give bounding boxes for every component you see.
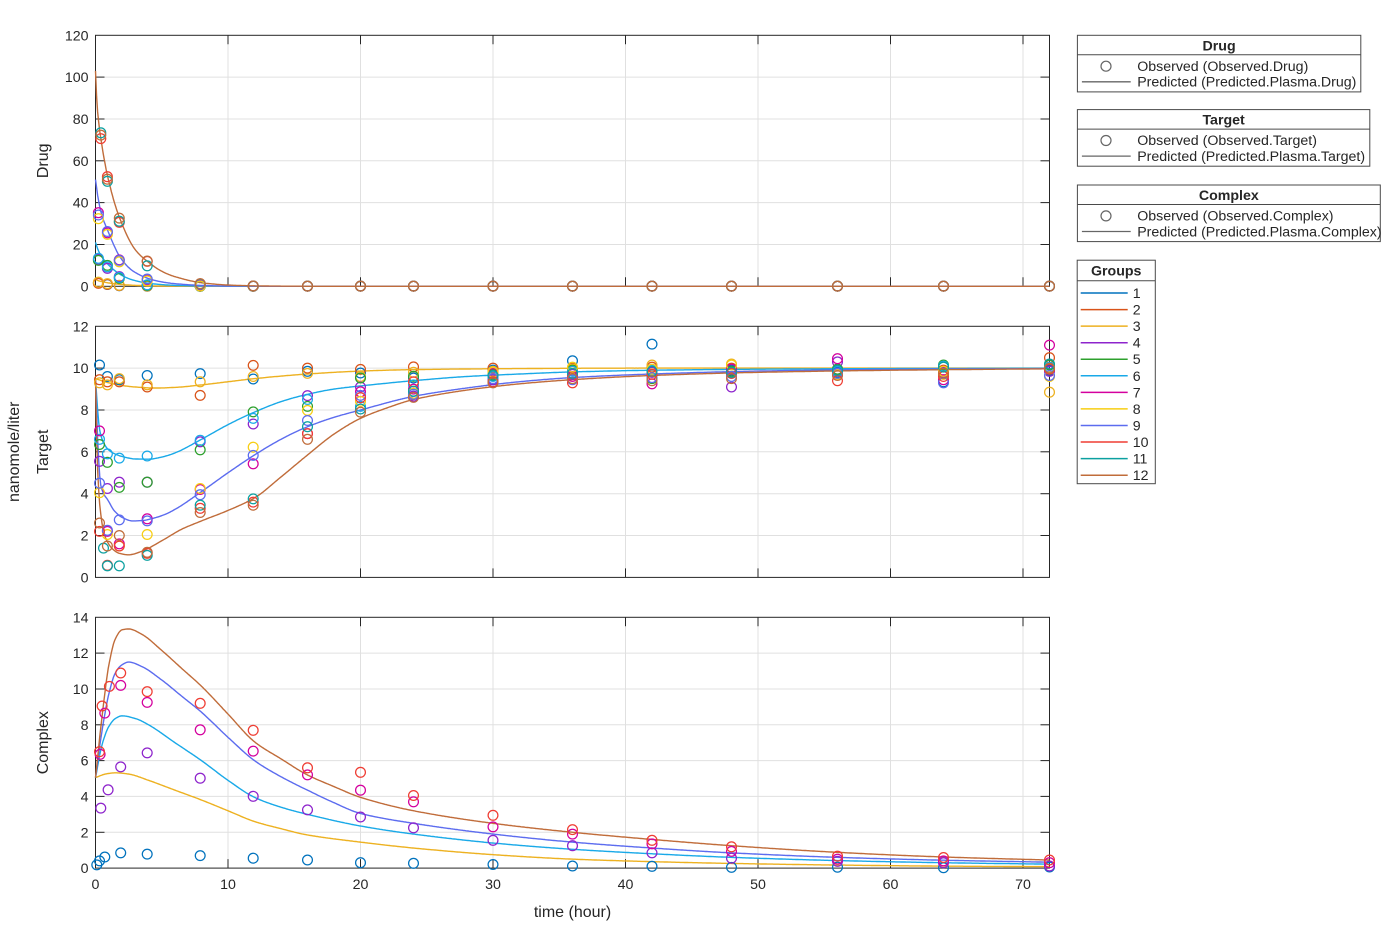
svg-text:5: 5	[1133, 352, 1141, 368]
svg-text:Predicted (Predicted.Plasma.Ta: Predicted (Predicted.Plasma.Target)	[1137, 149, 1365, 165]
svg-text:11: 11	[1133, 452, 1148, 468]
svg-text:10: 10	[220, 877, 236, 893]
svg-text:Observed (Observed.Drug): Observed (Observed.Drug)	[1137, 59, 1308, 75]
svg-text:Drug: Drug	[1203, 38, 1236, 54]
svg-text:0: 0	[81, 570, 89, 586]
svg-text:0: 0	[81, 279, 89, 295]
svg-text:1: 1	[1133, 286, 1141, 302]
svg-text:3: 3	[1133, 319, 1141, 335]
svg-text:12: 12	[1133, 468, 1149, 484]
svg-text:2: 2	[81, 529, 89, 545]
svg-text:120: 120	[65, 28, 89, 44]
svg-text:60: 60	[883, 877, 899, 893]
svg-text:0: 0	[92, 877, 100, 893]
svg-text:50: 50	[750, 877, 766, 893]
svg-text:4: 4	[81, 487, 89, 503]
svg-text:8: 8	[81, 718, 89, 734]
svg-text:20: 20	[353, 877, 369, 893]
svg-text:10: 10	[73, 361, 89, 377]
svg-text:10: 10	[73, 682, 89, 698]
svg-text:4: 4	[1133, 336, 1141, 352]
svg-text:Predicted (Predicted.Plasma.Co: Predicted (Predicted.Plasma.Complex)	[1137, 224, 1381, 240]
svg-text:40: 40	[73, 196, 89, 212]
svg-text:10: 10	[1133, 435, 1149, 451]
svg-text:Complex: Complex	[1199, 188, 1259, 204]
svg-text:6: 6	[1133, 369, 1141, 385]
svg-text:80: 80	[73, 112, 89, 128]
svg-text:60: 60	[73, 154, 89, 170]
svg-text:Complex: Complex	[35, 711, 52, 774]
svg-text:14: 14	[73, 610, 89, 626]
svg-text:Groups: Groups	[1091, 264, 1142, 280]
svg-text:8: 8	[81, 403, 89, 419]
svg-text:Observed (Observed.Target): Observed (Observed.Target)	[1137, 133, 1317, 149]
svg-text:20: 20	[73, 238, 89, 254]
svg-text:time (hour): time (hour)	[534, 904, 611, 921]
svg-text:2: 2	[1133, 303, 1141, 319]
svg-text:8: 8	[1133, 402, 1141, 418]
svg-text:Drug: Drug	[35, 143, 52, 178]
svg-text:Target: Target	[1202, 113, 1245, 129]
svg-text:100: 100	[65, 70, 89, 86]
svg-text:4: 4	[81, 789, 89, 805]
svg-text:40: 40	[618, 877, 634, 893]
svg-text:Target: Target	[35, 429, 52, 474]
svg-text:7: 7	[1133, 385, 1141, 401]
svg-text:70: 70	[1015, 877, 1031, 893]
svg-text:0: 0	[81, 861, 89, 877]
svg-text:6: 6	[81, 445, 89, 461]
svg-text:Predicted (Predicted.Plasma.Dr: Predicted (Predicted.Plasma.Drug)	[1137, 75, 1356, 91]
svg-text:12: 12	[73, 319, 89, 335]
svg-text:2: 2	[81, 825, 89, 841]
svg-text:nanomole/liter: nanomole/liter	[6, 401, 23, 502]
svg-text:9: 9	[1133, 419, 1141, 435]
svg-text:12: 12	[73, 646, 89, 662]
svg-text:30: 30	[485, 877, 501, 893]
svg-text:6: 6	[81, 754, 89, 770]
svg-text:Observed (Observed.Complex): Observed (Observed.Complex)	[1137, 209, 1333, 225]
